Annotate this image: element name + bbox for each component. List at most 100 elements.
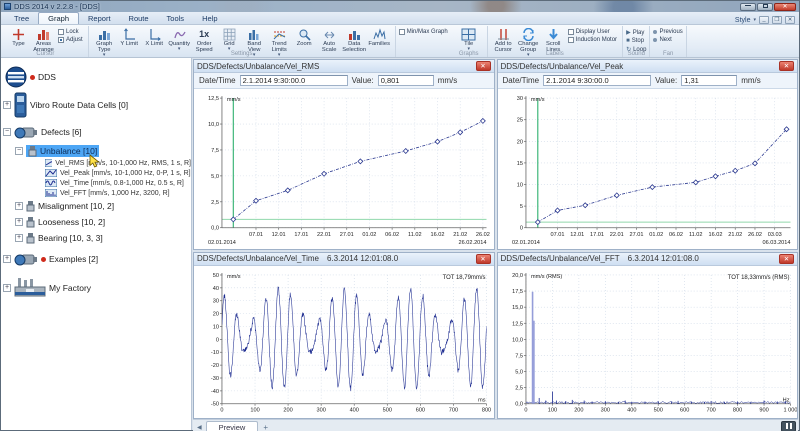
expander-plus-icon[interactable]: + bbox=[15, 202, 23, 210]
expander-plus-icon[interactable]: + bbox=[15, 234, 23, 242]
quantity-button[interactable]: Quantity ▾ bbox=[167, 27, 192, 52]
induction-motor-checkbox[interactable]: Induction Motor bbox=[567, 37, 617, 43]
data-selection-button[interactable]: Data Selection bbox=[342, 27, 367, 53]
tree-item-looseness[interactable]: + Looseness [10, 2] bbox=[15, 217, 106, 228]
tab-scroll-left-icon[interactable]: ◀ bbox=[197, 424, 202, 431]
expander-plus-icon[interactable]: + bbox=[3, 284, 11, 292]
svg-text:22.01: 22.01 bbox=[609, 232, 623, 238]
families-button[interactable]: Families bbox=[367, 27, 392, 47]
expander-plus-icon[interactable]: + bbox=[15, 218, 23, 226]
tree-item-vel-rms[interactable]: Vel_RMS [mm/s, 10-1,000 Hz, RMS, 1 s, R] bbox=[1, 158, 191, 168]
maximize-button[interactable] bbox=[757, 2, 773, 11]
tree-item-defects[interactable]: − Defects [6] bbox=[1, 120, 191, 144]
mdi-close-button[interactable]: ✕ bbox=[785, 16, 795, 24]
tree-item-route-data-cells[interactable]: + Vibro Route Data Cells [0] bbox=[1, 90, 191, 120]
svg-text:16.02: 16.02 bbox=[431, 232, 445, 238]
lock-checkbox[interactable]: Lock bbox=[58, 29, 83, 35]
order-speed-button[interactable]: 1x Order Speed bbox=[195, 29, 213, 54]
panel-header[interactable]: DDS/Defects/Unbalance/Vel_RMS ✕ bbox=[194, 60, 494, 73]
tree-item-my-factory[interactable]: + My Factory bbox=[1, 272, 191, 304]
dropdown-arrow-icon: ▾ bbox=[252, 52, 256, 59]
add-tab-button[interactable]: + bbox=[263, 422, 268, 431]
tab-tools[interactable]: Tools bbox=[166, 14, 185, 23]
datetime-field[interactable]: 2.1.2014 9:30:00.0 bbox=[239, 75, 348, 86]
svg-text:26.02: 26.02 bbox=[747, 232, 761, 238]
svg-text:2,5: 2,5 bbox=[211, 200, 219, 206]
pause-button[interactable] bbox=[781, 420, 796, 431]
play-button[interactable]: ▶ Play bbox=[626, 29, 645, 37]
auto-scale-button[interactable]: Auto Scale bbox=[317, 27, 342, 53]
tab-tree[interactable]: Tree bbox=[14, 14, 30, 23]
display-user-checkbox[interactable]: Display User bbox=[567, 29, 617, 35]
machine-icon bbox=[14, 127, 37, 139]
svg-text:17,5: 17,5 bbox=[512, 289, 523, 295]
zoom-button[interactable]: Zoom bbox=[292, 27, 317, 47]
panel-close-icon[interactable]: ✕ bbox=[475, 61, 491, 71]
next-button[interactable]: Next bbox=[653, 37, 682, 43]
tab-help[interactable]: Help bbox=[202, 14, 218, 23]
y-limit-button[interactable]: Y Limit bbox=[117, 27, 142, 47]
add-to-cursor-button[interactable]: Add to Cursor bbox=[491, 27, 516, 53]
tab-report[interactable]: Report bbox=[88, 14, 111, 23]
tile-icon bbox=[461, 27, 476, 41]
svg-text:06.03.2014: 06.03.2014 bbox=[762, 240, 790, 246]
panel-header[interactable]: DDS/Defects/Unbalance/Vel_FFT 6.3.2014 1… bbox=[497, 252, 797, 266]
quantity-icon bbox=[173, 27, 186, 41]
x-limit-button[interactable]: X Limit bbox=[142, 27, 167, 47]
areas-arrange-button[interactable]: Areas Arrange bbox=[31, 27, 56, 53]
panel-header[interactable]: DDS/Defects/Unbalance/Vel_Time 6.3.2014 … bbox=[194, 252, 494, 266]
tile-button[interactable]: Tile ▾ bbox=[454, 27, 484, 52]
value-field[interactable]: 0,801 bbox=[377, 75, 434, 86]
close-button[interactable]: ✕ bbox=[774, 2, 796, 11]
tree-item-misalignment[interactable]: + Misalignment [10, 2] bbox=[15, 201, 115, 212]
tree-item-examples[interactable]: + Examples [2] bbox=[1, 246, 191, 272]
add-to-cursor-icon bbox=[497, 27, 510, 41]
panel-close-icon[interactable]: ✕ bbox=[779, 253, 794, 264]
previous-button[interactable]: Previous bbox=[653, 29, 683, 35]
tab-route[interactable]: Route bbox=[128, 14, 149, 23]
minmax-graph-checkbox[interactable]: Min/Max Graph bbox=[398, 27, 448, 35]
trend-chart-vel-rms[interactable]: 0,0 2,5 5,0 7,5 10,0 12,5 07.01 12.01 17.01 22.01… bbox=[194, 89, 494, 249]
svg-text:100: 100 bbox=[547, 408, 556, 414]
cursor-type-button[interactable]: Type bbox=[6, 27, 31, 47]
tree-item-unbalance[interactable]: − Unbalance [10] bbox=[15, 145, 100, 157]
grid-button[interactable]: Grid ▾ bbox=[217, 27, 242, 52]
tree-item-vel-fft[interactable]: Vel_FFT [mm/s, 1,000 Hz, 3200, R] bbox=[1, 188, 191, 198]
minimize-button[interactable] bbox=[740, 2, 756, 11]
expander-plus-icon[interactable]: + bbox=[3, 255, 11, 263]
tree-item-vel-peak[interactable]: Vel_Peak [mm/s, 10-1,000 Hz, 0-P, 1 s, R… bbox=[1, 168, 191, 178]
trend-limits-button[interactable]: Trend Limits ▾ bbox=[267, 27, 292, 58]
tab-graph[interactable]: Graph bbox=[38, 12, 80, 24]
tree-item-bearing[interactable]: + Bearing [10, 3, 3] bbox=[15, 233, 103, 244]
trend-chart-vel-peak[interactable]: 0 5 10 15 20 25 30 07.01 12.01 17.01 22.01 27.01 01.… bbox=[497, 89, 798, 249]
style-button[interactable]: Style bbox=[734, 16, 751, 24]
scroll-lines-button[interactable]: Scroll Lines bbox=[541, 27, 566, 53]
panel-header[interactable]: DDS/Defects/Unbalance/Vel_Peak ✕ bbox=[497, 60, 797, 73]
svg-text:TOT 18,79mm/s: TOT 18,79mm/s bbox=[443, 275, 486, 281]
expander-minus-icon[interactable]: − bbox=[15, 147, 23, 155]
value-field[interactable]: 1,31 bbox=[681, 75, 738, 86]
tree-root-dds[interactable]: DDS bbox=[1, 64, 191, 90]
ribbon-group-fan: Previous Next Fan bbox=[650, 26, 687, 57]
change-group-button[interactable]: Change Group ▾ bbox=[516, 27, 541, 58]
stop-button[interactable]: ■ Stop bbox=[626, 38, 645, 44]
spectrum-chart-vel-fft[interactable]: 0,0 2,5 5,0 7,5 10,0 12,5 15,0 17,5 20,0 0 100 200 3… bbox=[497, 265, 798, 418]
band-view-button[interactable]: Band View ▾ bbox=[242, 27, 267, 59]
preview-tab[interactable]: Preview bbox=[205, 420, 259, 431]
group-label-sound: Sound bbox=[627, 51, 645, 57]
expander-minus-icon[interactable]: − bbox=[3, 128, 11, 136]
tree-item-vel-time[interactable]: Vel_Time [mm/s, 0.8-1,000 Hz, 0.5 s, R] bbox=[1, 178, 191, 188]
minmax-area: Min/Max Graph bbox=[396, 26, 451, 57]
loop-button[interactable]: ↻ Loop bbox=[626, 46, 647, 54]
mdi-restore-button[interactable]: ❐ bbox=[772, 16, 782, 24]
panel-close-icon[interactable]: ✕ bbox=[475, 253, 491, 264]
svg-text:15,0: 15,0 bbox=[512, 305, 523, 311]
svg-text:12,5: 12,5 bbox=[208, 96, 219, 102]
datetime-field[interactable]: 2.1.2014 9:30:00.0 bbox=[543, 75, 652, 86]
expander-plus-icon[interactable]: + bbox=[3, 101, 11, 109]
panel-close-icon[interactable]: ✕ bbox=[779, 61, 794, 71]
mdi-minimize-button[interactable]: _ bbox=[759, 16, 769, 24]
graph-type-button[interactable]: Graph Type ▾ bbox=[92, 27, 117, 58]
adjust-checkbox[interactable]: Adjust bbox=[58, 37, 83, 43]
